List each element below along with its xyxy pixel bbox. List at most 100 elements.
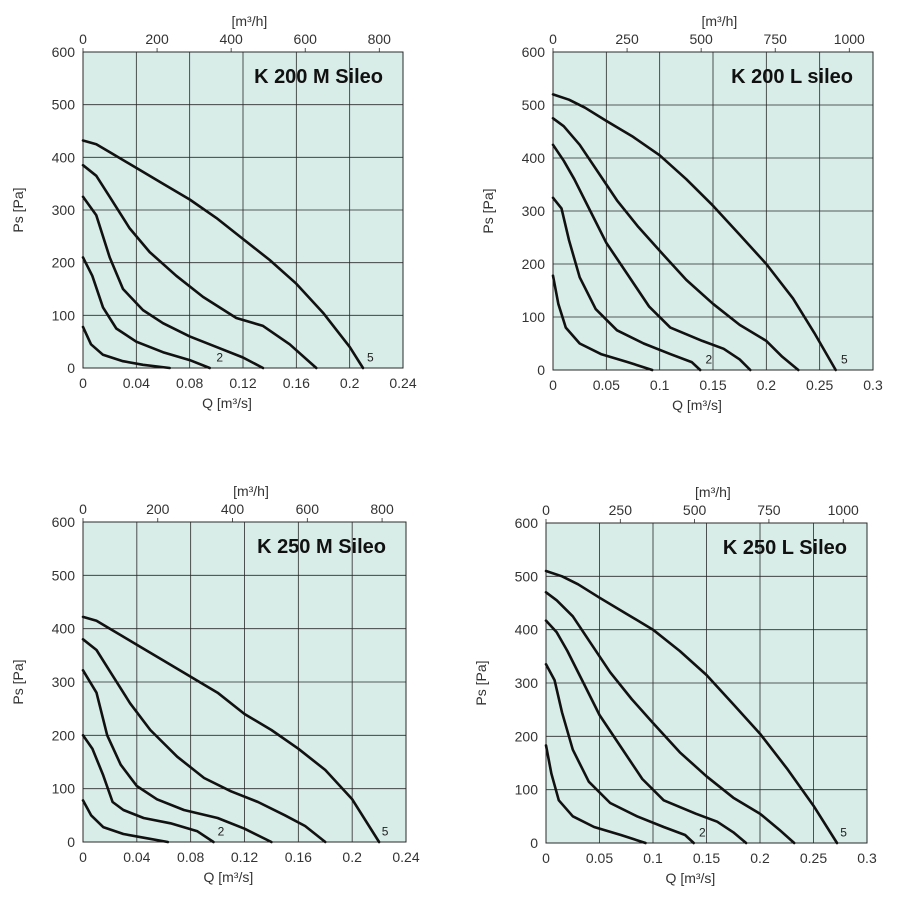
x2-tick-label: 0 <box>79 501 87 517</box>
x-tick-label: 0.2 <box>750 850 770 866</box>
y-axis-label: Ps [Pa] <box>10 659 26 704</box>
x2-tick-label: 200 <box>145 31 169 47</box>
x2-tick-label: 200 <box>146 501 170 517</box>
x2-tick-label: 400 <box>219 31 243 47</box>
x-tick-label: 0.2 <box>342 849 362 865</box>
curve-label: 2 <box>216 350 223 364</box>
x-tick-label: 0.04 <box>123 849 150 865</box>
plot-frame <box>545 522 868 844</box>
y-tick-label: 500 <box>515 568 539 584</box>
fan-curve-2 <box>544 663 695 845</box>
fan-curve-2 <box>81 256 211 370</box>
y-tick-label: 400 <box>52 149 76 165</box>
fan-curve-4 <box>81 163 318 370</box>
x-tick-label: 0.04 <box>123 375 150 391</box>
x2-tick-label: 250 <box>609 502 633 518</box>
x-tick-label: 0.15 <box>699 377 726 393</box>
chart-title: K 250 M Sileo <box>257 536 386 558</box>
x-tick-label: 0 <box>79 849 87 865</box>
x2-tick-label: 0 <box>542 502 550 518</box>
curve-label: 2 <box>699 825 706 839</box>
x2-tick-label: 250 <box>615 31 639 47</box>
chart-title: K 200 M Sileo <box>254 66 383 88</box>
y-tick-label: 500 <box>52 97 76 113</box>
y-tick-label: 500 <box>52 567 76 583</box>
fan-curve-3 <box>81 195 265 370</box>
y-tick-label: 200 <box>52 727 76 743</box>
fan-curve-1 <box>551 274 654 372</box>
x2-tick-label: 400 <box>221 501 245 517</box>
x-tick-label: 0.12 <box>231 849 258 865</box>
fan-curve-2 <box>551 196 702 372</box>
x-tick-label: 0.3 <box>863 377 883 393</box>
y-tick-label: 200 <box>52 255 76 271</box>
y-tick-label: 300 <box>515 675 539 691</box>
x2-tick-label: 500 <box>683 502 707 518</box>
x2-tick-label: 750 <box>757 502 781 518</box>
x-tick-label: 0.08 <box>177 849 204 865</box>
x-tick-label: 0.12 <box>229 375 256 391</box>
curve-label: 2 <box>706 352 713 366</box>
x2-tick-label: 800 <box>368 31 392 47</box>
y-tick-label: 400 <box>52 621 76 637</box>
x-tick-label: 0.1 <box>650 377 670 393</box>
y-tick-label: 300 <box>522 203 546 219</box>
fan-curve-1 <box>81 325 171 370</box>
x-tick-label: 0.16 <box>283 375 310 391</box>
y-axis-label: Ps [Pa] <box>480 188 496 233</box>
x-tick-label: 0.25 <box>800 850 827 866</box>
fan-curve-5 <box>81 139 365 370</box>
fan-curve-4 <box>544 591 796 845</box>
x-tick-label: 0.05 <box>593 377 620 393</box>
x2-tick-label: 1000 <box>834 31 865 47</box>
fan-curve-4 <box>551 117 800 372</box>
plot-frame <box>82 51 404 369</box>
y-tick-label: 100 <box>52 781 76 797</box>
y-tick-label: 500 <box>522 97 546 113</box>
y-tick-label: 600 <box>52 514 76 530</box>
y-axis-label: Ps [Pa] <box>473 660 489 705</box>
x2-tick-label: 600 <box>296 501 320 517</box>
y-tick-label: 200 <box>515 728 539 744</box>
x-tick-label: 0.24 <box>389 375 416 391</box>
x-tick-label: 0.25 <box>806 377 833 393</box>
x-tick-label: 0.2 <box>340 375 360 391</box>
x2-tick-label: 0 <box>549 31 557 47</box>
y-tick-label: 600 <box>515 515 539 531</box>
fan-curve-3 <box>81 669 273 844</box>
x2-tick-label: 0 <box>79 31 87 47</box>
x-tick-label: 0.08 <box>176 375 203 391</box>
chart-2: 0 0.05 0.1 0.15 0.2 0.25 0.3 0 250 500 750 1000 0 100… <box>480 13 883 413</box>
y-tick-label: 300 <box>52 202 76 218</box>
y-tick-label: 600 <box>52 44 76 60</box>
y-tick-label: 100 <box>515 782 539 798</box>
x-tick-label: 0.05 <box>586 850 613 866</box>
chart-4: 0 0.05 0.1 0.15 0.2 0.25 0.3 0 250 500 750 1000 0 100… <box>473 484 877 886</box>
x-tick-label: 0.15 <box>693 850 720 866</box>
fan-curve-3 <box>544 619 748 845</box>
y-tick-label: 0 <box>67 834 75 850</box>
chart-title: K 250 L Sileo <box>723 537 847 559</box>
fan-curve-2 <box>81 734 215 844</box>
y-tick-label: 600 <box>522 44 546 60</box>
y-tick-label: 0 <box>530 835 538 851</box>
fan-curve-1 <box>81 799 170 844</box>
y-tick-label: 300 <box>52 674 76 690</box>
x2-axis-label: [m³/h] <box>702 13 738 29</box>
x2-axis-label: [m³/h] <box>695 484 731 500</box>
curve-label: 5 <box>367 350 374 364</box>
x-axis-label: Q [m³/s] <box>202 395 252 411</box>
curve-label: 5 <box>840 825 847 839</box>
x-axis-label: Q [m³/s] <box>203 869 253 885</box>
x-tick-label: 0 <box>542 850 550 866</box>
x-axis-label: Q [m³/s] <box>672 397 722 413</box>
chart-1: 0 0.04 0.08 0.12 0.16 0.2 0.24 0 200 400 600 800 0 10… <box>10 13 417 411</box>
x2-tick-label: 750 <box>764 31 788 47</box>
x2-axis-label: [m³/h] <box>232 13 268 29</box>
curve-label: 5 <box>382 824 389 838</box>
curve-label: 2 <box>218 824 225 838</box>
x2-tick-label: 800 <box>370 501 394 517</box>
x2-tick-label: 600 <box>294 31 318 47</box>
plot-frame <box>552 51 874 371</box>
